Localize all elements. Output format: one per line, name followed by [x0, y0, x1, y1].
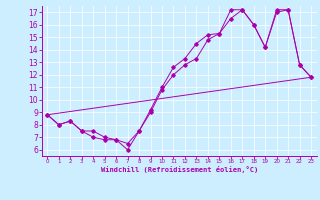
X-axis label: Windchill (Refroidissement éolien,°C): Windchill (Refroidissement éolien,°C) [100, 166, 258, 173]
